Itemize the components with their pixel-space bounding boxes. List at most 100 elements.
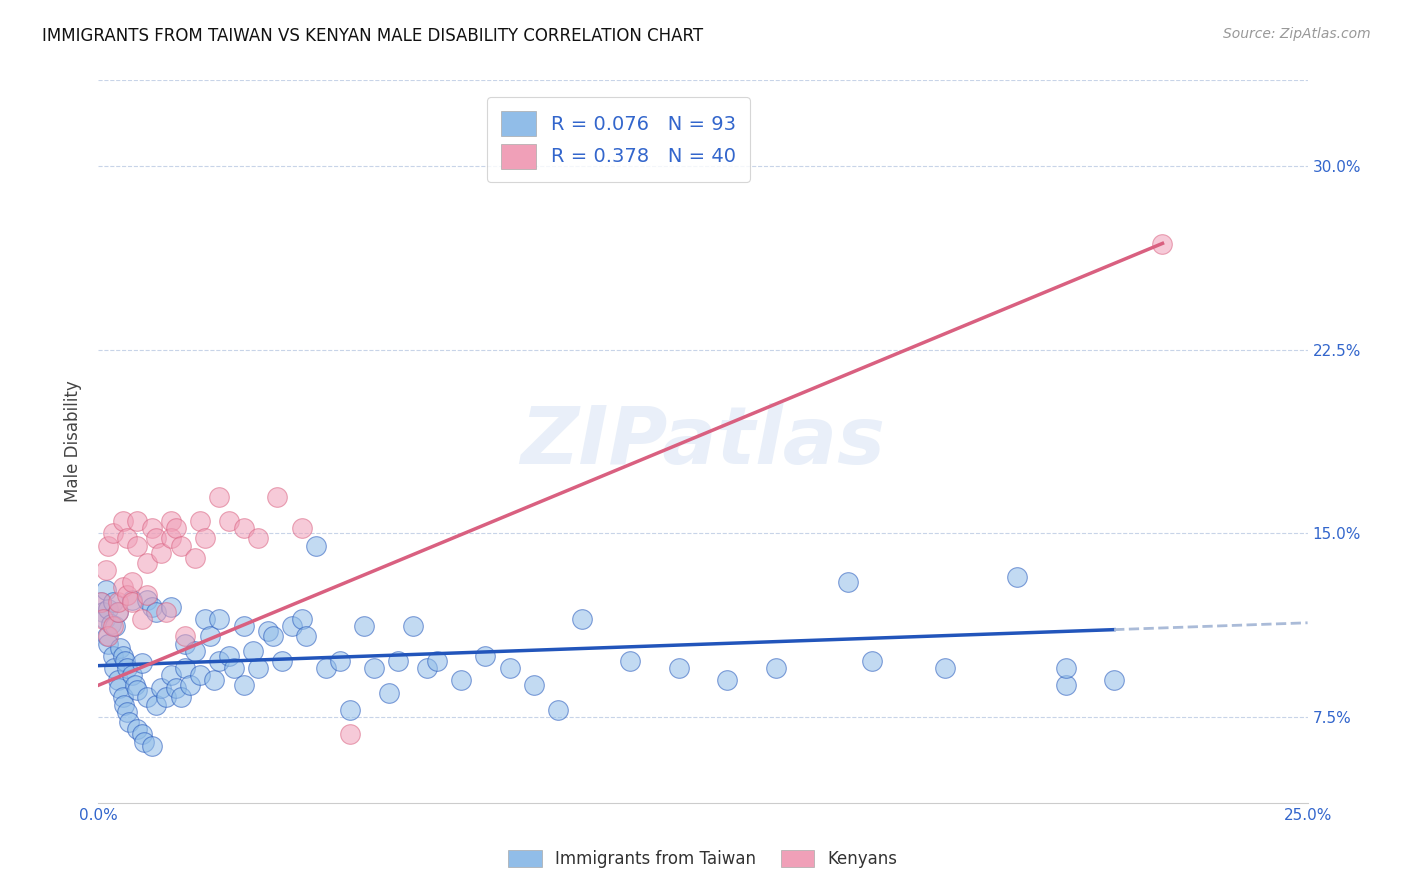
- Point: [242, 644, 264, 658]
- Point: [179, 678, 201, 692]
- Point: [107, 595, 129, 609]
- Point: [101, 595, 124, 609]
- Point: [232, 619, 254, 633]
- Point: [155, 690, 177, 705]
- Point: [93, 612, 115, 626]
- Point: [204, 673, 226, 688]
- Point: [353, 619, 375, 633]
- Point: [194, 531, 217, 545]
- Point: [169, 539, 191, 553]
- Point: [934, 661, 956, 675]
- Point: [134, 734, 156, 748]
- Point: [131, 656, 153, 670]
- Point: [860, 654, 883, 668]
- Point: [124, 678, 146, 692]
- Point: [668, 661, 690, 675]
- Point: [97, 637, 120, 651]
- Point: [165, 521, 187, 535]
- Point: [141, 739, 163, 754]
- Point: [571, 612, 593, 626]
- Point: [108, 641, 131, 656]
- Point: [188, 668, 211, 682]
- Point: [150, 546, 173, 560]
- Point: [117, 531, 139, 545]
- Point: [218, 648, 240, 663]
- Point: [232, 521, 254, 535]
- Point: [716, 673, 738, 688]
- Point: [114, 654, 136, 668]
- Point: [165, 681, 187, 695]
- Point: [426, 654, 449, 668]
- Point: [91, 605, 114, 619]
- Point: [208, 490, 231, 504]
- Point: [329, 654, 352, 668]
- Text: ZIPatlas: ZIPatlas: [520, 402, 886, 481]
- Point: [271, 654, 294, 668]
- Point: [127, 683, 149, 698]
- Point: [1054, 661, 1077, 675]
- Point: [135, 588, 157, 602]
- Point: [145, 698, 167, 712]
- Point: [184, 644, 207, 658]
- Point: [387, 654, 409, 668]
- Text: Source: ZipAtlas.com: Source: ZipAtlas.com: [1223, 27, 1371, 41]
- Point: [363, 661, 385, 675]
- Point: [339, 703, 361, 717]
- Point: [127, 723, 149, 737]
- Point: [141, 599, 163, 614]
- Point: [97, 539, 120, 553]
- Point: [169, 690, 191, 705]
- Point: [101, 526, 124, 541]
- Point: [145, 531, 167, 545]
- Point: [523, 678, 546, 692]
- Point: [107, 673, 129, 688]
- Point: [97, 602, 120, 616]
- Point: [339, 727, 361, 741]
- Point: [184, 550, 207, 565]
- Point: [111, 514, 134, 528]
- Point: [91, 612, 114, 626]
- Point: [290, 521, 312, 535]
- Legend: Immigrants from Taiwan, Kenyans: Immigrants from Taiwan, Kenyans: [502, 843, 904, 875]
- Point: [141, 521, 163, 535]
- Point: [111, 690, 134, 705]
- Point: [1054, 678, 1077, 692]
- Point: [160, 599, 183, 614]
- Point: [290, 612, 312, 626]
- Legend: R = 0.076   N = 93, R = 0.378   N = 40: R = 0.076 N = 93, R = 0.378 N = 40: [486, 97, 749, 182]
- Point: [247, 661, 270, 675]
- Point: [266, 490, 288, 504]
- Point: [174, 661, 197, 675]
- Point: [498, 661, 520, 675]
- Point: [101, 619, 124, 633]
- Point: [174, 629, 197, 643]
- Point: [416, 661, 439, 675]
- Point: [218, 514, 240, 528]
- Point: [619, 654, 641, 668]
- Point: [90, 595, 112, 609]
- Point: [377, 685, 399, 699]
- Point: [208, 612, 231, 626]
- Point: [121, 575, 143, 590]
- Point: [131, 612, 153, 626]
- Point: [188, 514, 211, 528]
- Point: [117, 705, 139, 719]
- Point: [474, 648, 496, 663]
- Point: [547, 703, 569, 717]
- Point: [402, 619, 425, 633]
- Point: [104, 619, 127, 633]
- Point: [247, 531, 270, 545]
- Point: [121, 668, 143, 682]
- Point: [112, 698, 135, 712]
- Point: [160, 668, 183, 682]
- Point: [1152, 237, 1174, 252]
- Point: [94, 582, 117, 597]
- Point: [232, 678, 254, 692]
- Point: [315, 661, 337, 675]
- Point: [121, 595, 143, 609]
- Point: [127, 514, 149, 528]
- Point: [135, 556, 157, 570]
- Point: [111, 580, 134, 594]
- Point: [111, 648, 134, 663]
- Point: [96, 629, 118, 643]
